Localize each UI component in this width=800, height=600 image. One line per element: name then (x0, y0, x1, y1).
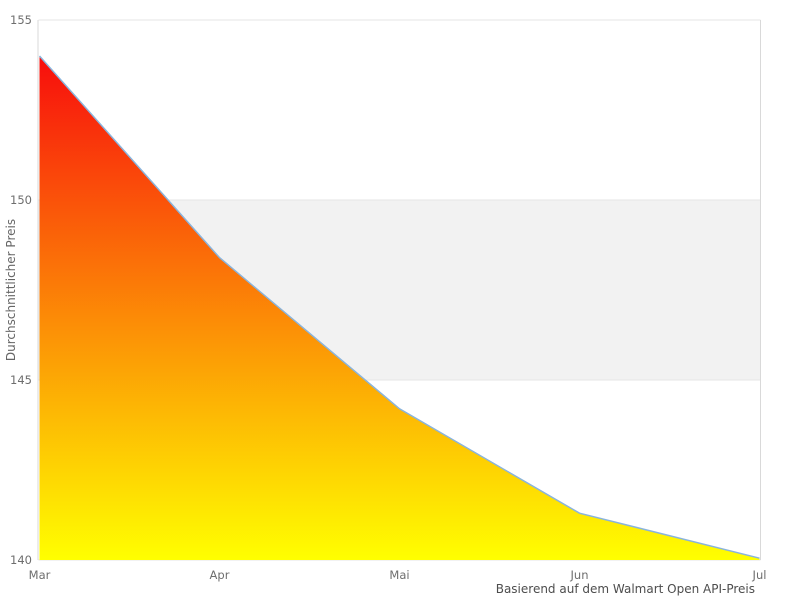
x-tick-label: Jun (570, 568, 589, 582)
x-tick-label: Apr (209, 568, 230, 582)
y-tick-label: 150 (10, 193, 32, 207)
price-line-series (38, 55, 760, 559)
y-tick-label: 140 (10, 553, 32, 567)
x-tick-label: Mar (28, 568, 51, 582)
x-tick-label: Jul (752, 568, 767, 582)
y-tick-label: 155 (10, 13, 32, 27)
y-axis-title: Durchschnittlicher Preis (4, 218, 18, 362)
x-axis-title: Basierend auf dem Walmart Open API-Preis (495, 582, 755, 596)
y-tick-label: 145 (10, 373, 32, 387)
x-tick-label: Mai (389, 568, 410, 582)
price-area-series (39, 56, 760, 560)
